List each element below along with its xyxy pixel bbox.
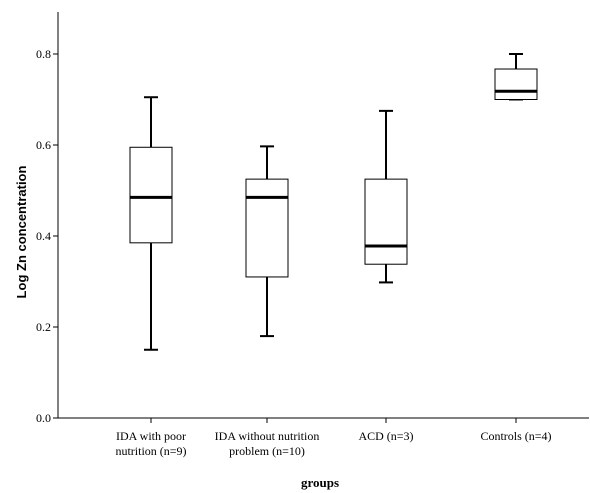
x-tick-label-line: IDA with poor (116, 429, 186, 443)
y-tick-label-4: 0.8 (36, 47, 51, 61)
x-tick-label-line: ACD (n=3) (358, 429, 413, 443)
axes: 0.0 0.2 0.4 0.6 0.8 IDA with poor nutrition (n… (36, 12, 589, 458)
y-tick-label-1: 0.2 (36, 320, 51, 334)
y-tick-label-2: 0.4 (36, 229, 51, 243)
boxes (129, 53, 538, 351)
iqr-box (129, 146, 173, 244)
iqr-box (364, 178, 408, 265)
x-axis-label: groups (301, 475, 339, 490)
x-tick-label-0: IDA with poor nutrition (n=9) (115, 429, 186, 458)
x-tick-label-3: Controls (n=4) (480, 429, 551, 443)
axis-labels: Log Zn concentration groups (14, 166, 339, 490)
iqr-box (494, 68, 538, 100)
x-tick-label-2: ACD (n=3) (358, 429, 413, 443)
x-tick-label-line: IDA without nutrition (215, 429, 320, 443)
box-0 (129, 96, 173, 351)
box-3 (494, 53, 538, 101)
y-tick-label-0: 0.0 (36, 411, 51, 425)
x-tick-label-line: Controls (n=4) (480, 429, 551, 443)
x-tick-label-line: problem (n=10) (229, 444, 305, 458)
x-tick-label-line: nutrition (n=9) (115, 444, 186, 458)
x-tick-label-1: IDA without nutrition problem (n=10) (215, 429, 320, 458)
iqr-box (245, 178, 289, 278)
y-axis-label: Log Zn concentration (14, 166, 29, 299)
box-2 (364, 109, 408, 284)
box-1 (245, 145, 289, 338)
y-tick-label-3: 0.6 (36, 138, 51, 152)
